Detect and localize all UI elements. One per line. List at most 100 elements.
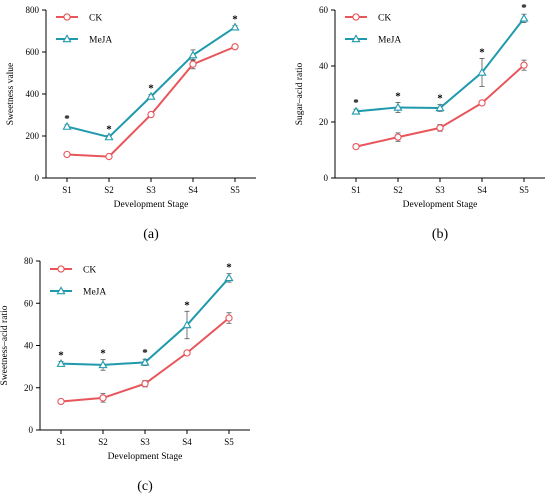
y-tick-label: 0 [324, 173, 329, 183]
y-tick-label: 60 [319, 5, 329, 15]
significance-star: * [232, 14, 238, 26]
ck-point-4 [520, 61, 528, 69]
significance-star: * [437, 93, 443, 105]
meja-point-1 [393, 102, 403, 111]
x-tick-label: S1 [351, 185, 361, 195]
x-tick-label: S2 [393, 185, 403, 195]
y-tick-label: 200 [26, 131, 40, 141]
ck-point-2 [141, 380, 149, 388]
significance-star: * [479, 46, 485, 58]
x-tick-label: S3 [435, 185, 445, 195]
series-meja [62, 22, 240, 141]
ck-point-0 [57, 397, 65, 406]
y-axis-label: Sweetness value [6, 63, 16, 126]
legend: CK MeJA [345, 13, 401, 46]
panel-label: (c) [137, 479, 153, 494]
chart-panel-a: 0 200 400 600 800 S1 S2 S3 S4 S5 Development Stage… [6, 5, 256, 242]
meja-point-4 [230, 22, 240, 31]
y-tick-label: 20 [24, 383, 34, 393]
x-tick-label: S4 [477, 185, 487, 195]
significance-star: * [58, 350, 64, 362]
legend-meja-label: MeJA [89, 36, 112, 46]
ck-point-0 [352, 142, 360, 151]
ck-point-3 [478, 99, 486, 107]
legend: CK MeJA [56, 13, 112, 46]
ck-point-legend [352, 13, 360, 21]
ck-point-1 [105, 152, 113, 161]
ck-point-1 [99, 394, 107, 402]
x-tick-label: S3 [146, 185, 156, 195]
meja-point-4 [224, 273, 234, 282]
significance-star: * [521, 2, 527, 14]
x-tick-label: S5 [224, 437, 234, 447]
meja-point-legend [56, 286, 66, 295]
legend: CK MeJA [50, 265, 106, 298]
panel-label: (b) [432, 227, 449, 242]
meja-point-3 [188, 50, 198, 59]
y-tick-label: 600 [26, 47, 40, 57]
significance-star: * [142, 347, 148, 359]
ck-point-2 [436, 124, 444, 132]
meja-point-3 [182, 320, 192, 329]
y-axis-label: Sweetness–acid ratio [0, 305, 10, 385]
y-tick-label: 0 [35, 173, 40, 183]
series-meja [351, 13, 529, 115]
meja-point-1 [104, 132, 114, 141]
legend-ck-label: CK [83, 266, 96, 276]
ck-point-legend [57, 265, 65, 273]
x-tick-label: S2 [98, 437, 108, 447]
y-axis-label: Sugar–acid ratio [295, 62, 305, 125]
significance-star: * [184, 299, 190, 311]
ck-point-4 [225, 314, 233, 322]
legend-ck-label: CK [89, 14, 102, 24]
y-tick-label: 800 [26, 5, 40, 15]
meja-point-2 [140, 357, 150, 366]
ck-point-2 [147, 110, 155, 119]
significance-star: * [64, 113, 70, 125]
series-ck [352, 59, 528, 151]
legend-meja-label: MeJA [83, 288, 106, 298]
meja-point-0 [351, 106, 361, 115]
meja-point-0 [56, 358, 66, 367]
y-tick-label: 40 [319, 61, 329, 71]
x-tick-label: S5 [519, 185, 529, 195]
x-tick-label: S3 [140, 437, 150, 447]
ck-point-0 [63, 150, 71, 159]
ck-point-legend [63, 13, 71, 21]
ck-point-1 [394, 133, 402, 141]
x-axis-label: Development Stage [114, 200, 189, 210]
y-tick-label: 0 [29, 425, 34, 435]
meja-point-1 [98, 360, 108, 369]
legend-ck-label: CK [378, 14, 391, 24]
meja-point-legend [62, 34, 72, 43]
meja-point-2 [146, 91, 156, 100]
meja-point-3 [477, 67, 487, 76]
y-tick-label: 40 [24, 341, 34, 351]
ck-line [66, 45, 236, 158]
ck-point-3 [183, 349, 191, 357]
meja-point-0 [62, 121, 72, 130]
x-tick-label: S2 [104, 185, 114, 195]
ck-point-3 [189, 60, 197, 68]
chart-panel-c: 0 20 40 60 80 S1 S2 S3 S4 S5 Development Stage Swee… [0, 256, 250, 494]
x-axis-label: Development Stage [108, 452, 183, 462]
x-tick-label: S4 [182, 437, 192, 447]
y-tick-label: 20 [319, 117, 329, 127]
meja-point-2 [435, 103, 445, 112]
panel-label: (a) [143, 227, 159, 242]
series-ck [63, 43, 239, 161]
x-tick-label: S5 [230, 185, 240, 195]
x-tick-label: S4 [188, 185, 198, 195]
significance-star: * [353, 97, 359, 109]
significance-star: * [106, 123, 112, 135]
chart-panel-b: 0 20 40 60 S1 S2 S3 S4 S5 Development Stage Sugar–… [295, 2, 545, 242]
y-tick-label: 400 [26, 89, 40, 99]
ck-point-4 [231, 43, 239, 51]
legend-meja-label: MeJA [378, 36, 401, 46]
series-meja [56, 273, 234, 371]
series-ck [57, 312, 233, 406]
significance-star: * [226, 262, 232, 274]
x-axis-label: Development Stage [403, 200, 478, 210]
meja-point-4 [519, 13, 529, 22]
